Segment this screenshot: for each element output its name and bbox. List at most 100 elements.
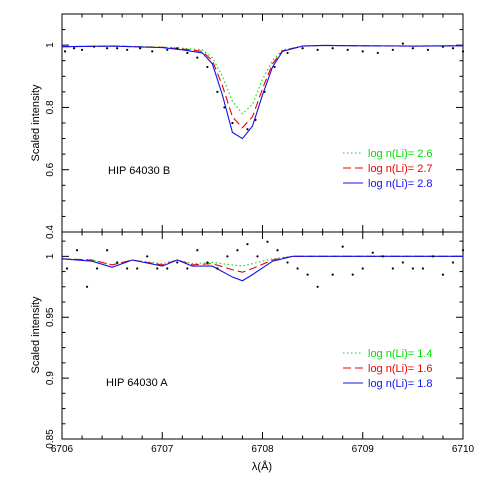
observed-point [63, 50, 67, 53]
observed-point [80, 48, 84, 51]
observed-point [92, 45, 96, 48]
legend-label: log n(Li)= 1.4 [368, 348, 433, 360]
observed-point [216, 90, 219, 93]
x-tick-label: 6709 [352, 444, 375, 455]
observed-point [306, 273, 309, 276]
observed-point [346, 48, 349, 51]
observed-point [431, 255, 435, 258]
observed-point [246, 243, 249, 246]
observed-point [316, 48, 319, 51]
y-tick-label: 0.6 [45, 162, 56, 176]
observed-point [451, 47, 455, 50]
model-line [61, 255, 463, 273]
model-line [61, 44, 464, 129]
model-line [61, 255, 463, 282]
panel-bottom-series [61, 240, 465, 288]
observed-point [451, 261, 455, 264]
observed-point [156, 267, 159, 270]
x-axis-title: λ(Å) [252, 460, 272, 473]
observed-point [206, 261, 209, 264]
observed-point [286, 51, 289, 55]
observed-point [316, 285, 319, 288]
observed-point [226, 255, 229, 258]
observed-point [166, 48, 169, 51]
observed-point [276, 249, 279, 252]
observed-point [461, 50, 465, 53]
observed-point [266, 240, 269, 243]
panel-bottom-legend: log n(Li)= 1.4 log n(Li)= 1.6 log n(Li)= 1… [343, 348, 433, 390]
observed-point [139, 47, 142, 50]
panel-top-xticks [61, 14, 464, 232]
observed-point [196, 249, 199, 252]
observed-point [75, 249, 79, 252]
observed-point [106, 47, 109, 50]
observed-point [441, 273, 445, 276]
observed-point [381, 255, 384, 258]
observed-point [196, 56, 199, 59]
observed-point [231, 121, 234, 125]
x-tick-label: 6707 [151, 444, 174, 455]
observed-point [411, 47, 414, 50]
observed-point [166, 267, 169, 270]
x-tick-label: 6708 [251, 444, 274, 455]
y-tick-label: 0.4 [45, 225, 56, 239]
observed-point [441, 45, 445, 48]
observed-point [176, 261, 179, 264]
observed-point [116, 261, 119, 264]
observed-point [126, 267, 129, 270]
observed-point [246, 128, 249, 131]
observed-point [421, 267, 424, 270]
panel-bottom: 6706 6707 6708 6709 6710 0.85 0.9 0.95 1 HIP 64… [30, 231, 475, 473]
legend-label: log n(Li)= 2.6 [368, 148, 433, 160]
legend-label: log n(Li)= 1.6 [368, 363, 433, 375]
observed-point [401, 42, 404, 45]
observed-point [263, 90, 266, 93]
y-tick-label: 0.95 [45, 307, 56, 327]
observed-point [286, 261, 289, 264]
panel-top-ylabel: Scaled intensity [30, 84, 42, 162]
observed-point [391, 48, 394, 51]
observed-point [301, 47, 304, 50]
observed-point [116, 47, 119, 50]
observed-point [426, 48, 430, 51]
panel-bottom-yticks: 0.85 0.9 0.95 1 [45, 240, 463, 449]
observed-point [176, 47, 179, 50]
observed-point [151, 50, 154, 53]
observed-point [331, 47, 334, 50]
legend-label: log n(Li)= 2.7 [368, 163, 433, 175]
observed-point [411, 267, 414, 270]
observed-point [236, 249, 239, 252]
observed-point [401, 261, 404, 264]
observed-point [85, 285, 89, 288]
observed-point [341, 245, 344, 248]
panel-bottom-ylabel: Scaled intensity [30, 296, 42, 374]
panel-top-annotation: HIP 64030 B [108, 165, 170, 177]
x-tick-label: 6706 [51, 444, 74, 455]
model-line [61, 44, 464, 115]
observed-point [371, 251, 374, 254]
observed-point [273, 65, 276, 69]
observed-point [186, 267, 189, 270]
observed-point [223, 106, 226, 109]
observed-point [126, 48, 129, 51]
observed-point [391, 267, 394, 270]
observed-point [65, 267, 69, 270]
observed-point [206, 65, 209, 69]
observed-point [95, 267, 99, 270]
y-tick-label: 0.9 [45, 371, 56, 385]
panel-bottom-xticks: 6706 6707 6708 6709 6710 [51, 232, 475, 455]
observed-point [331, 273, 334, 276]
y-tick-label: 0.8 [45, 100, 56, 114]
observed-point [186, 51, 189, 55]
panel-top-series [61, 42, 465, 140]
y-tick-label: 0.85 [45, 429, 56, 449]
observed-point [256, 255, 259, 258]
legend-label: log n(Li)= 2.8 [368, 178, 433, 190]
observed-point [106, 249, 109, 252]
observed-point [216, 267, 219, 270]
observed-point [254, 118, 257, 121]
y-tick-label: 1 [45, 42, 56, 48]
observed-point [136, 267, 139, 270]
observed-point [296, 267, 299, 270]
